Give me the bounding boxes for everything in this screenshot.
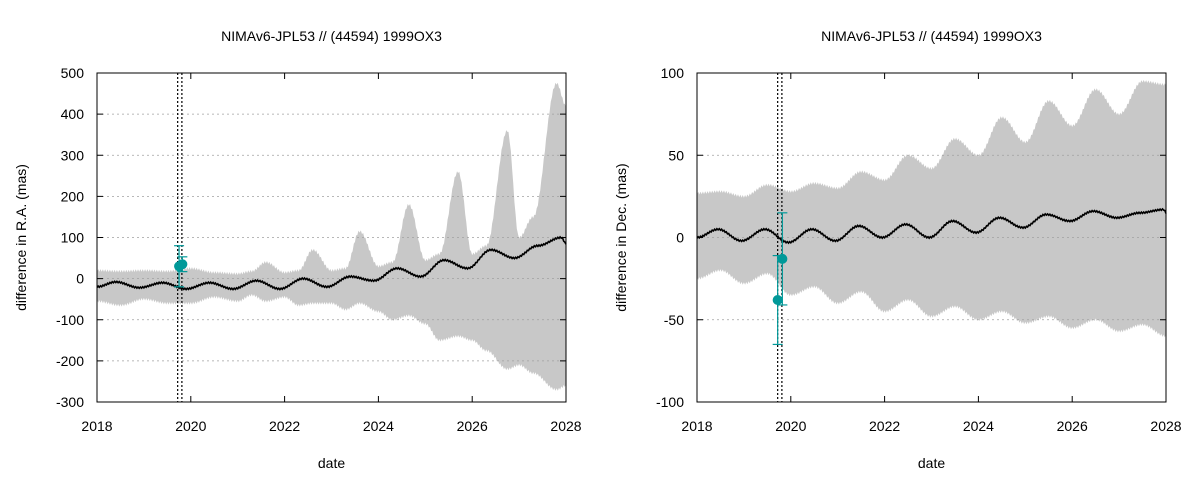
data-point [777, 253, 788, 264]
x-tick-label: 2026 [1057, 418, 1088, 434]
chart-title: NIMAv6-JPL53 // (44594) 1999OX3 [221, 28, 442, 44]
x-axis-label: date [318, 455, 345, 471]
y-tick-label: 100 [61, 230, 85, 246]
x-tick-label: 2028 [550, 418, 581, 434]
y-tick-label: -50 [664, 312, 684, 328]
x-tick-label: 2026 [457, 418, 488, 434]
x-tick-label: 2018 [81, 418, 112, 434]
x-tick-label: 2022 [269, 418, 300, 434]
y-tick-label: 0 [676, 230, 684, 246]
x-tick-label: 2028 [1150, 418, 1181, 434]
y-tick-label: 100 [661, 65, 685, 81]
x-tick-label: 2018 [681, 418, 712, 434]
y-tick-label: -100 [56, 312, 84, 328]
y-axis-label: difference in Dec. (mas) [613, 163, 629, 311]
y-tick-label: -100 [656, 394, 684, 410]
x-tick-label: 2020 [775, 418, 806, 434]
series-line [96, 235, 567, 291]
y-tick-label: -300 [56, 394, 84, 410]
y-tick-label: -200 [56, 353, 84, 369]
x-tick-label: 2022 [869, 418, 900, 434]
y-axis-label: difference in R.A. (mas) [13, 164, 29, 311]
x-tick-label: 2024 [363, 418, 394, 434]
y-tick-label: 500 [61, 65, 85, 81]
y-tick-label: 0 [76, 271, 84, 287]
y-tick-label: 400 [61, 106, 85, 122]
chart-title: NIMAv6-JPL53 // (44594) 1999OX3 [821, 28, 1042, 44]
x-axis-label: date [918, 455, 945, 471]
y-tick-label: 50 [668, 147, 684, 163]
ra-panel: -300 -200 -100 0 100 200 300 400 500 2018 2020 2022… [13, 28, 582, 471]
y-tick-label: 300 [61, 147, 85, 163]
x-tick-label: 2020 [175, 418, 206, 434]
data-point [772, 295, 783, 306]
uncertainty-band [697, 79, 1166, 338]
y-tick-label: 200 [61, 188, 85, 204]
dec-panel: -100 -50 0 50 100 2018 2020 2022 2024 2026 2028 NIM… [613, 28, 1182, 471]
series-line [696, 207, 1167, 245]
x-tick-label: 2024 [963, 418, 994, 434]
uncertainty-band [97, 82, 566, 391]
data-point [177, 259, 188, 270]
